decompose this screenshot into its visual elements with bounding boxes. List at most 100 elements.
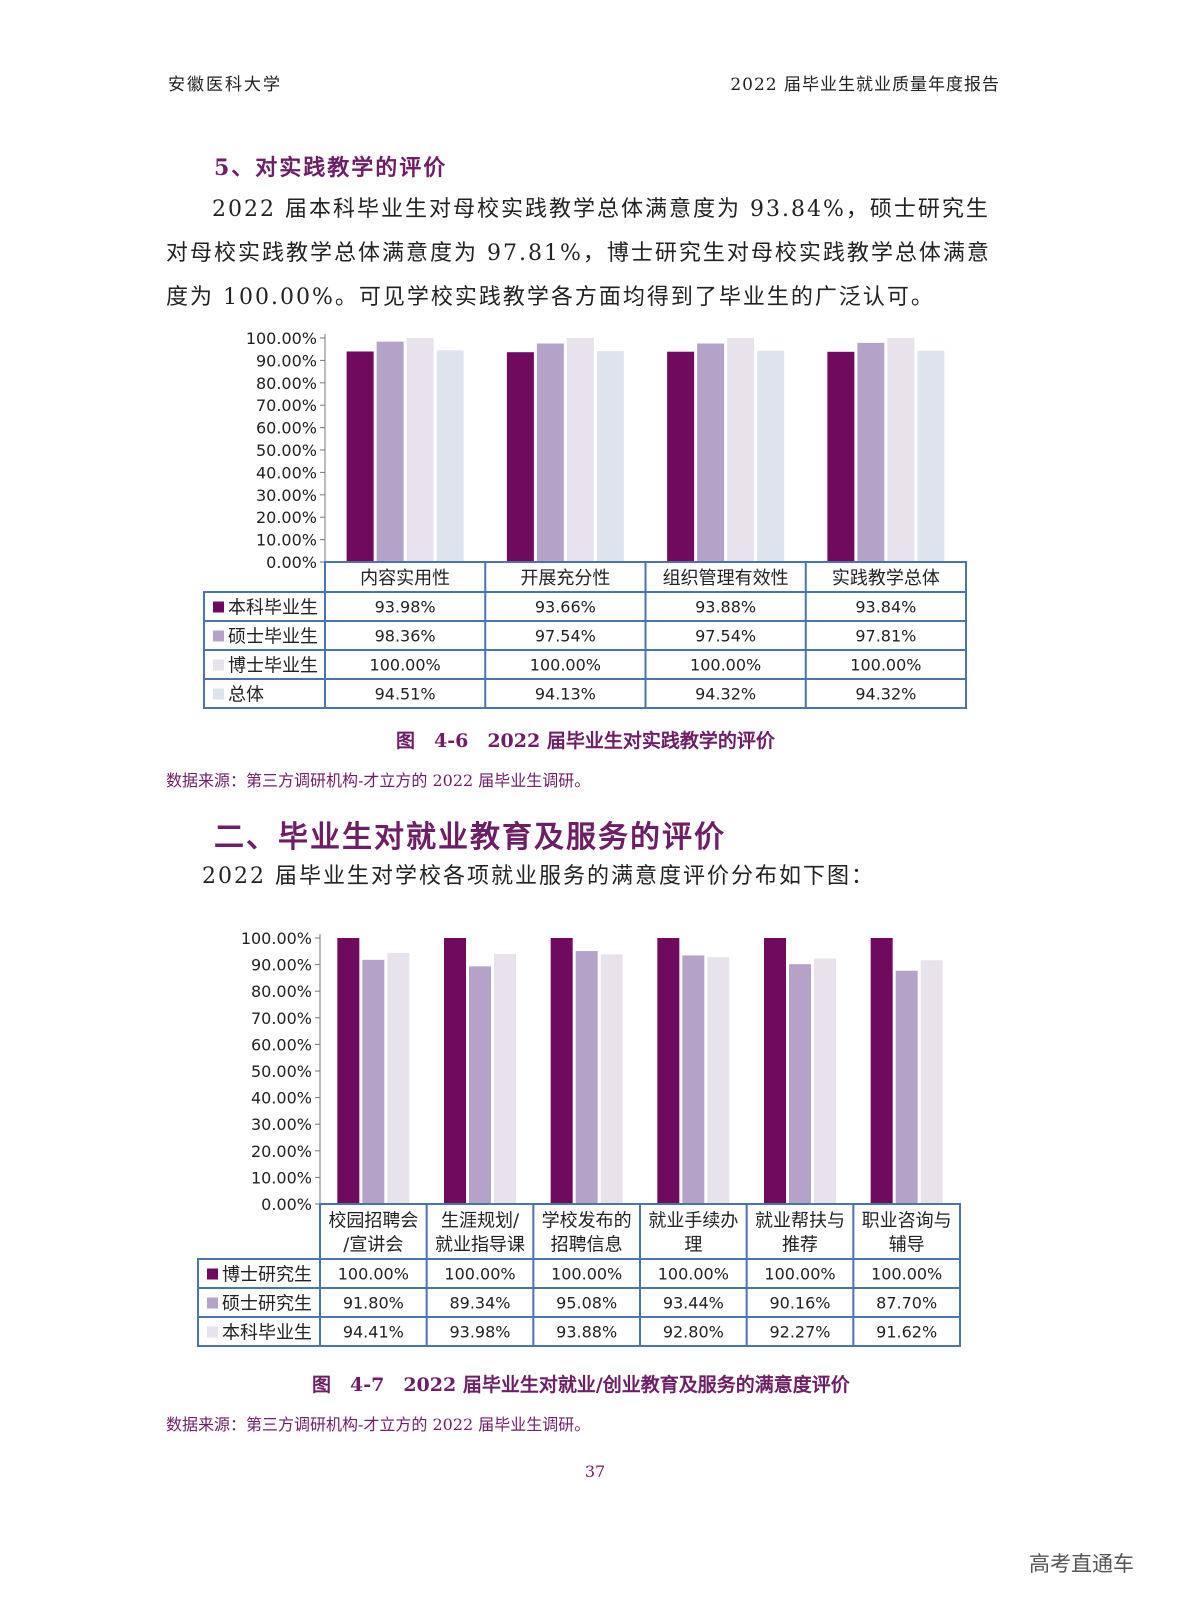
data-label: 97.54%	[695, 627, 756, 646]
y-tick-label: 40.00%	[256, 463, 317, 482]
y-tick-label: 100.00%	[241, 929, 312, 948]
category-label: 理	[684, 1235, 702, 1256]
category-label: 职业咨询与	[862, 1211, 952, 1232]
legend-key	[207, 1297, 218, 1309]
bar	[895, 970, 918, 1204]
figure-caption: 图 4-7 2022 届毕业生对就业/创业教育及服务的满意度评价	[312, 1374, 850, 1396]
bar	[870, 938, 893, 1204]
bar	[387, 952, 410, 1204]
data-label: 100.00%	[551, 1265, 622, 1284]
y-tick-label: 70.00%	[256, 396, 317, 415]
data-label: 100.00%	[338, 1265, 409, 1284]
data-label: 87.70%	[876, 1294, 937, 1313]
category-label: 招聘信息	[551, 1235, 623, 1256]
legend-key	[213, 630, 224, 642]
data-label: 92.80%	[663, 1323, 724, 1342]
legend-label: 硕士毕业生	[228, 627, 318, 648]
data-label: 100.00%	[850, 656, 921, 675]
category-label: 生涯规划/	[441, 1211, 520, 1232]
category-label: 就业手续办	[648, 1211, 738, 1232]
bar	[789, 964, 811, 1204]
bar	[494, 954, 516, 1204]
data-label: 94.41%	[343, 1323, 404, 1342]
bar	[346, 351, 374, 562]
legend-key	[213, 601, 224, 613]
bar	[667, 351, 695, 562]
category-label: 就业指导课	[435, 1235, 525, 1256]
data-label: 95.08%	[556, 1294, 617, 1313]
data-label: 100.00%	[530, 656, 601, 675]
bar	[600, 954, 623, 1204]
category-label: 就业帮扶与	[755, 1211, 845, 1232]
bar	[920, 960, 943, 1204]
bar	[536, 343, 564, 562]
paragraph: 2022 届本科毕业生对母校实践教学总体满意度为 93.84%，硕士研究生对母校…	[166, 197, 991, 310]
data-label: 100.00%	[871, 1265, 942, 1284]
y-tick-label: 70.00%	[251, 1009, 312, 1028]
category-label: 实践教学总体	[832, 568, 940, 589]
category-label: 开展充分性	[520, 568, 610, 589]
header-right: 2022 届毕业生就业质量年度报告	[730, 75, 1000, 95]
legend-label: 硕士研究生	[222, 1294, 312, 1315]
legend-key	[213, 688, 224, 700]
bar	[376, 341, 404, 562]
bar	[887, 338, 915, 562]
y-tick-label: 30.00%	[256, 486, 317, 505]
category-label: 校园招聘会	[328, 1211, 418, 1232]
data-label: 93.84%	[855, 598, 916, 617]
category-label: 学校发布的	[542, 1211, 632, 1232]
bar	[682, 955, 705, 1204]
legend-key	[207, 1326, 218, 1338]
figure-caption: 图 4-6 2022 届毕业生对实践教学的评价	[396, 730, 775, 752]
y-tick-label: 60.00%	[256, 419, 317, 438]
y-tick-label: 100.00%	[246, 329, 317, 348]
section-heading: 二、毕业生对就业教育及服务的评价	[214, 820, 726, 855]
bar	[575, 951, 598, 1204]
category-label: /宣讲会	[343, 1235, 403, 1256]
data-label: 94.51%	[375, 685, 436, 704]
data-label: 93.98%	[449, 1323, 510, 1342]
bar	[596, 351, 624, 562]
y-tick-label: 20.00%	[251, 1142, 312, 1161]
chart-employment-services: 100.00% 90.00% 80.00% 70.00% 60.00% 50.00% 40.…	[197, 929, 961, 1347]
data-label: 97.81%	[855, 627, 916, 646]
category-label: 内容实用性	[360, 568, 450, 589]
watermark: 高考直通车	[1029, 1552, 1134, 1576]
data-label: 93.88%	[695, 598, 756, 617]
bar	[697, 343, 725, 562]
y-tick-label: 0.00%	[266, 553, 317, 572]
bar	[469, 966, 491, 1204]
legend-label: 本科毕业生	[222, 1323, 312, 1344]
bar	[362, 959, 385, 1204]
y-tick-label: 40.00%	[251, 1089, 312, 1108]
data-label: 92.27%	[769, 1323, 830, 1342]
data-label: 91.80%	[343, 1294, 404, 1313]
category-label: 组织管理有效性	[663, 568, 789, 589]
y-tick-label: 50.00%	[251, 1062, 312, 1081]
chart-practice-teaching: 100.00% 90.00% 80.00% 70.00% 60.00% 50.00% 40.…	[203, 329, 967, 709]
data-label: 98.36%	[375, 627, 436, 646]
data-label: 89.34%	[449, 1294, 510, 1313]
legend-key	[207, 1268, 218, 1280]
data-label: 100.00%	[690, 656, 761, 675]
page-number: 37	[584, 1462, 606, 1481]
y-tick-label: 30.00%	[251, 1115, 312, 1134]
y-tick-label: 90.00%	[256, 351, 317, 370]
bar	[814, 958, 836, 1204]
data-label: 94.32%	[855, 685, 916, 704]
y-tick-label: 20.00%	[256, 508, 317, 527]
data-label: 94.13%	[535, 685, 596, 704]
bar	[436, 350, 464, 562]
y-tick-label: 50.00%	[256, 441, 317, 460]
legend-label: 博士研究生	[222, 1265, 312, 1286]
data-label: 100.00%	[444, 1265, 515, 1284]
bar	[444, 938, 466, 1204]
y-tick-label: 90.00%	[251, 956, 312, 975]
bar	[566, 338, 594, 562]
legend-label: 本科毕业生	[228, 598, 318, 619]
bar	[757, 350, 785, 562]
legend-key	[213, 659, 224, 671]
data-label: 94.32%	[695, 685, 756, 704]
bar	[857, 342, 885, 562]
y-tick-label: 60.00%	[251, 1035, 312, 1054]
